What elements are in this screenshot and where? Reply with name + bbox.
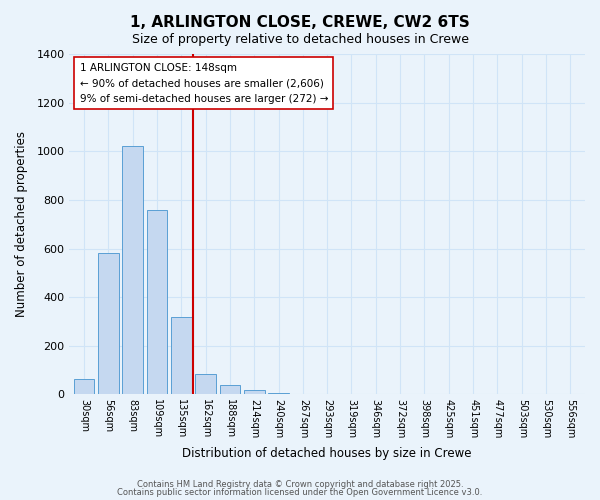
Bar [171,316,191,394]
Bar [98,254,119,394]
Text: Contains HM Land Registry data © Crown copyright and database right 2025.: Contains HM Land Registry data © Crown c… [137,480,463,489]
Bar [122,146,143,394]
Bar [220,384,240,394]
Bar [146,210,167,394]
Y-axis label: Number of detached properties: Number of detached properties [15,131,28,317]
Text: 1, ARLINGTON CLOSE, CREWE, CW2 6TS: 1, ARLINGTON CLOSE, CREWE, CW2 6TS [130,15,470,30]
Text: 1 ARLINGTON CLOSE: 148sqm
← 90% of detached houses are smaller (2,606)
9% of sem: 1 ARLINGTON CLOSE: 148sqm ← 90% of detac… [80,62,328,104]
Text: Size of property relative to detached houses in Crewe: Size of property relative to detached ho… [131,32,469,46]
Bar [244,390,265,394]
Bar [74,378,94,394]
Bar [268,393,289,394]
X-axis label: Distribution of detached houses by size in Crewe: Distribution of detached houses by size … [182,447,472,460]
Bar [195,374,216,394]
Text: Contains public sector information licensed under the Open Government Licence v3: Contains public sector information licen… [118,488,482,497]
